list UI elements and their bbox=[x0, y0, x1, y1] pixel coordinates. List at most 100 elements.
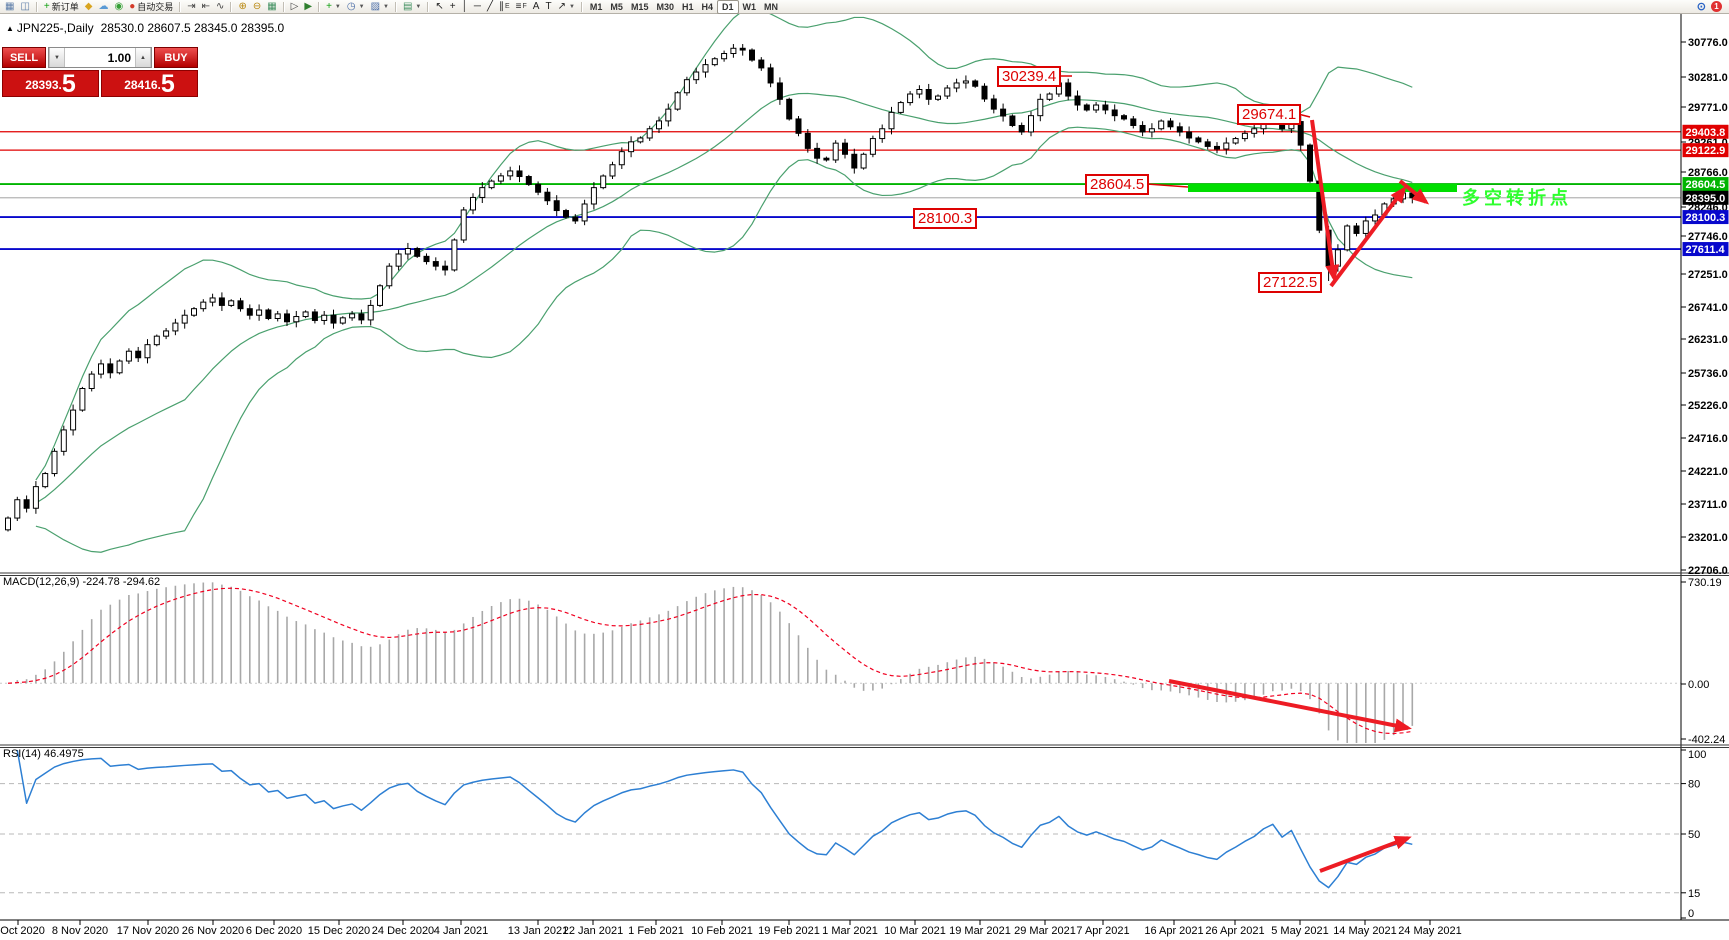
rsi-line[interactable] bbox=[16, 749, 1413, 889]
svg-text:22706.0: 22706.0 bbox=[1688, 565, 1728, 577]
chart-collapse-icon[interactable]: ▲ bbox=[6, 24, 14, 33]
sell-button[interactable]: SELL bbox=[2, 47, 46, 68]
turning-point-note[interactable]: 多空转折点 bbox=[1462, 188, 1572, 208]
svg-text:24221.0: 24221.0 bbox=[1688, 466, 1728, 478]
bollinger-bands[interactable] bbox=[35, 7, 1413, 553]
timeframe-group: M1 M5 M15 M30 H1 H4 D1 W1 MN bbox=[586, 0, 782, 14]
volume-increase-button[interactable]: ▲ bbox=[135, 48, 151, 67]
timeframe-button-mn[interactable]: MN bbox=[764, 1, 779, 12]
buy-price-box[interactable]: 28416. 5 bbox=[101, 70, 198, 97]
toolbar-separator bbox=[427, 1, 430, 12]
channel-icon[interactable]: ∥ E bbox=[498, 0, 510, 12]
svg-text:6 Dec 2020: 6 Dec 2020 bbox=[246, 925, 302, 937]
volume-decrease-button[interactable]: ▼ bbox=[49, 48, 65, 67]
price-axis[interactable]: 30776.030281.029771.029261.028766.028246… bbox=[1681, 37, 1729, 577]
text-icon[interactable]: A bbox=[532, 0, 540, 12]
toolbar-separator bbox=[179, 1, 182, 12]
step-forward-icon[interactable]: ▷ bbox=[290, 0, 299, 12]
cloud-icon[interactable]: ☁ bbox=[98, 0, 109, 12]
svg-text:14 May 2021: 14 May 2021 bbox=[1333, 925, 1397, 937]
svg-text:50: 50 bbox=[1688, 829, 1700, 841]
zoom-group: ⊕ ⊖ ▦ bbox=[235, 0, 279, 13]
buy-button[interactable]: BUY bbox=[154, 47, 198, 68]
scroll-to-end-icon[interactable]: ⇥ bbox=[187, 0, 196, 12]
horizontal-line-icon[interactable]: ─ bbox=[473, 0, 481, 12]
svg-text:0: 0 bbox=[1688, 908, 1694, 920]
history-center-icon[interactable]: ◆ bbox=[84, 0, 93, 12]
svg-text:28395.0: 28395.0 bbox=[1686, 193, 1726, 205]
macd-histogram[interactable] bbox=[8, 582, 1414, 743]
svg-text:10 Mar 2021: 10 Mar 2021 bbox=[884, 925, 946, 937]
fibonacci-icon[interactable]: ≡ F bbox=[515, 0, 527, 12]
candlestick-series[interactable] bbox=[5, 44, 1416, 532]
file-group: ▦ ◫ bbox=[2, 0, 33, 13]
price-annotation-box[interactable]: 28604.5 bbox=[1085, 174, 1150, 195]
vertical-line-icon[interactable]: │ bbox=[461, 0, 468, 12]
toolbar-separator bbox=[282, 1, 285, 12]
new-chart-icon[interactable]: ▦ bbox=[5, 0, 15, 12]
horizontal-level-lines[interactable] bbox=[0, 131, 1681, 250]
price-annotation-box[interactable]: 28100.3 bbox=[913, 208, 978, 229]
profiles-icon[interactable]: ◫ bbox=[20, 0, 30, 12]
volume-input[interactable]: 1.00 bbox=[107, 50, 131, 65]
timeframe-button-m1[interactable]: M1 bbox=[589, 1, 603, 12]
trendline-icon[interactable]: ╱ bbox=[486, 0, 493, 12]
timeframe-button-w1[interactable]: W1 bbox=[742, 1, 757, 12]
symbol-period-label: JPN225-,Daily bbox=[16, 21, 94, 35]
timeframe-button-d1[interactable]: D1 bbox=[717, 0, 739, 14]
tile-windows-icon[interactable]: ▦ bbox=[267, 0, 277, 12]
svg-text:30776.0: 30776.0 bbox=[1688, 37, 1728, 49]
toolbar-separator bbox=[394, 1, 397, 12]
ohlc-values: 28530.0 28607.5 28345.0 28395.0 bbox=[100, 21, 285, 35]
notification-icon[interactable]: 1 bbox=[1711, 1, 1722, 12]
toolbar: ▦ ◫ + 新订单 ◆ ☁ ◉ ● 自动交易 ⇥ ⇤ ∿ ⊕ ⊖ ▦ ▷ ▶ + ▼ ◷ ▼ ▨ ▼ ▤ ▼ ↖ + │ ─ ╱ ∥ E ≡ F A… bbox=[0, 0, 1729, 14]
svg-text:27251.0: 27251.0 bbox=[1688, 269, 1728, 281]
timeframe-button-m15[interactable]: M15 bbox=[630, 1, 649, 12]
svg-text:26741.0: 26741.0 bbox=[1688, 302, 1728, 314]
price-annotation-box[interactable]: 30239.4 bbox=[997, 66, 1062, 87]
svg-text:24 Dec 2020: 24 Dec 2020 bbox=[372, 925, 434, 937]
svg-text:22 Jan 2021: 22 Jan 2021 bbox=[563, 925, 624, 937]
auto-scale-icon[interactable]: ∿ bbox=[216, 0, 225, 12]
price-annotation-box[interactable]: 29674.1 bbox=[1237, 104, 1302, 125]
auto-trading-button[interactable]: ● 自动交易 bbox=[129, 0, 174, 13]
toolbar-right-items: ⊙ 1 bbox=[1697, 0, 1727, 13]
periods-button[interactable]: ◷ ▼ bbox=[346, 0, 365, 12]
timeframe-button-m30[interactable]: M30 bbox=[656, 1, 674, 12]
signals-icon[interactable]: ◉ bbox=[114, 0, 124, 12]
zoom-out-icon[interactable]: ⊖ bbox=[252, 0, 262, 12]
price-annotation-box[interactable]: 27122.5 bbox=[1258, 272, 1323, 293]
templates-button[interactable]: ▨ ▼ bbox=[370, 0, 389, 12]
svg-text:23201.0: 23201.0 bbox=[1688, 532, 1728, 544]
new-order-button[interactable]: + 新订单 bbox=[43, 0, 79, 13]
svg-text:28766.0: 28766.0 bbox=[1688, 167, 1728, 179]
svg-text:730.19: 730.19 bbox=[1688, 577, 1722, 589]
chart-shift-icon[interactable]: ⇤ bbox=[201, 0, 211, 12]
trend-arrows[interactable] bbox=[1058, 75, 1430, 873]
arrows-icon[interactable]: ↗ ▼ bbox=[557, 0, 575, 12]
sell-price-box[interactable]: 28393. 5 bbox=[2, 70, 99, 97]
search-icon[interactable]: ⊙ bbox=[1696, 1, 1706, 13]
add-indicator-button[interactable]: + ▼ bbox=[326, 0, 341, 12]
svg-text:29 Mar 2021: 29 Mar 2021 bbox=[1014, 925, 1076, 937]
toolbar-separator bbox=[580, 1, 583, 12]
svg-text:30281.0: 30281.0 bbox=[1688, 72, 1728, 84]
svg-text:80: 80 bbox=[1688, 779, 1700, 791]
svg-text:10 Feb 2021: 10 Feb 2021 bbox=[691, 925, 753, 937]
timeframe-button-h1[interactable]: H1 bbox=[681, 1, 694, 12]
macd-signal-line[interactable] bbox=[7, 587, 1413, 735]
timeframe-button-m5[interactable]: M5 bbox=[610, 1, 623, 12]
label-icon[interactable]: T bbox=[545, 0, 552, 12]
new-chart-window-icon[interactable]: ▶ bbox=[304, 0, 313, 12]
timeframe-button-h4[interactable]: H4 bbox=[701, 1, 713, 12]
zoom-in-icon[interactable]: ⊕ bbox=[238, 0, 247, 12]
svg-text:28604.5: 28604.5 bbox=[1686, 179, 1726, 191]
svg-text:19 Feb 2021: 19 Feb 2021 bbox=[758, 925, 820, 937]
svg-text:7 Apr 2021: 7 Apr 2021 bbox=[1076, 925, 1129, 937]
cursor-icon[interactable]: ↖ bbox=[435, 0, 444, 12]
crosshair-icon[interactable]: + bbox=[449, 0, 456, 12]
chart-type-button[interactable]: ▤ ▼ bbox=[402, 0, 422, 12]
